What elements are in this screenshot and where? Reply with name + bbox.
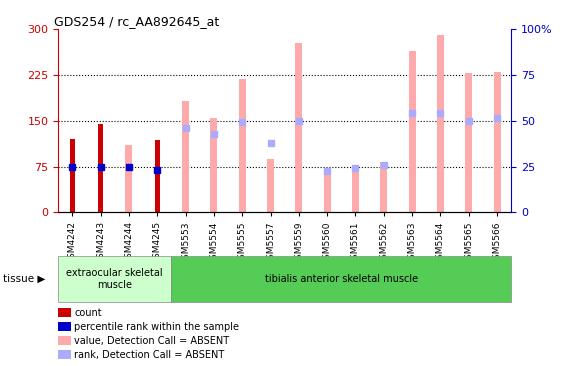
Bar <box>125 145 132 212</box>
Bar <box>210 118 217 212</box>
Bar <box>408 51 415 212</box>
Bar <box>437 36 444 212</box>
Bar <box>352 165 359 212</box>
Bar <box>465 73 472 212</box>
Bar <box>324 173 331 212</box>
Bar <box>239 79 246 212</box>
Text: count: count <box>74 308 102 318</box>
Bar <box>70 139 75 212</box>
Bar <box>182 101 189 212</box>
Bar <box>267 158 274 212</box>
Text: tissue ▶: tissue ▶ <box>3 274 45 284</box>
Text: tibialis anterior skeletal muscle: tibialis anterior skeletal muscle <box>265 274 418 284</box>
Text: extraocular skeletal
muscle: extraocular skeletal muscle <box>66 268 163 290</box>
Bar <box>155 140 160 212</box>
Text: GDS254 / rc_AA892645_at: GDS254 / rc_AA892645_at <box>53 15 219 28</box>
Bar <box>295 43 302 212</box>
Text: value, Detection Call = ABSENT: value, Detection Call = ABSENT <box>74 336 229 346</box>
Bar <box>98 124 103 212</box>
Text: percentile rank within the sample: percentile rank within the sample <box>74 322 239 332</box>
Bar <box>381 162 388 212</box>
Bar <box>494 72 501 212</box>
Text: rank, Detection Call = ABSENT: rank, Detection Call = ABSENT <box>74 350 225 360</box>
